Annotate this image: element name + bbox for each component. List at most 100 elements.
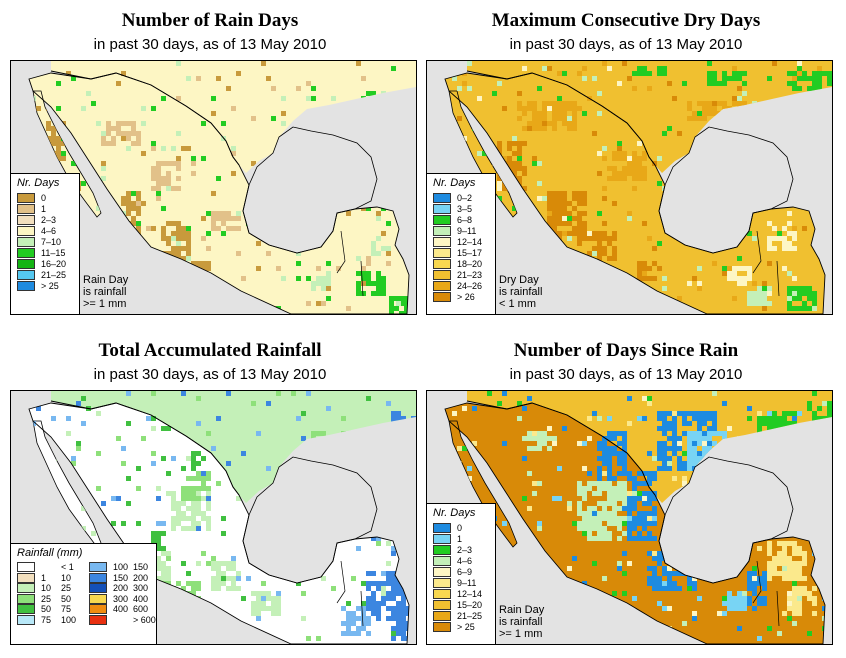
legend-item: 300 400 [83,593,155,605]
legend-swatch [17,192,35,203]
legend-label: > 25 [41,280,59,291]
legend-swatch [433,291,451,302]
legend-item: 21–25 [11,269,79,280]
panel-subtitle: in past 30 days, as of 13 May 2010 [93,36,327,53]
legend-item: 1 [11,203,79,214]
legend-swatch [433,225,451,236]
legend-swatch [433,599,451,610]
legend-label: 12–14 [457,588,483,599]
legend-range-low: 50 [41,604,52,615]
map-legend: Nr. Days 0 1 2–3 4–6 7–10 11–15 16–20 21–25 > 25 [11,173,80,314]
panel-title: Number of Days Since Rain [513,340,739,361]
legend-item: 1 10 [11,572,83,584]
legend-item: 24–26 [427,280,495,291]
legend-swatch [89,614,107,625]
legend-item: 10 25 [11,583,83,594]
legend-label: 7–10 [41,236,62,247]
map-legend: Rainfall (mm) < 1 1 10 10 25 25 50 50 75 75 100 10… [11,543,157,644]
legend-item: 4–6 [11,225,79,236]
legend-label: 0 [457,522,463,533]
legend-item: 150 200 [83,572,155,584]
country-borders [336,560,364,627]
legend-swatch [433,203,451,214]
legend-item: 100 150 [83,562,155,573]
legend-item: > 26 [427,291,495,302]
panel-subtitle: in past 30 days, as of 13 May 2010 [93,366,327,383]
legend-item: 0–2 [427,192,495,203]
country-borders [752,560,780,627]
legend-item: 200 300 [83,583,155,594]
baja-california [448,420,518,548]
panel-subtitle: in past 30 days, as of 13 May 2010 [509,36,743,53]
legend-label: 0–2 [457,192,473,203]
legend-range-low: 10 [41,583,52,594]
legend-label: 0 [41,192,47,203]
legend-label: 2–3 [457,544,473,555]
map-legend: Nr. Days 0 1 2–3 4–6 6–9 9–11 12–14 15–20 21–25 >… [427,503,496,644]
legend-range-low: 100 [113,562,129,573]
legend-swatch [17,203,35,214]
legend-item: 2–3 [11,214,79,225]
note-line: < 1 mm [499,298,536,310]
legend-label: 24–26 [457,280,483,291]
legend-item: 3–5 [427,203,495,214]
map-canvas [11,391,416,644]
panel-total-rainfall: Total Accumulated Rainfall in past 30 da… [0,330,420,654]
note-line: >= 1 mm [499,628,543,640]
legend-label: 1 [41,203,47,214]
legend-label: 6–9 [457,566,473,577]
legend-range-high: 400 [133,593,149,604]
legend-label: 1 [457,533,463,544]
legend-swatch [433,522,451,533]
legend-title: Rainfall (mm) [17,547,83,559]
legend-label: 3–5 [457,203,473,214]
map-days-since-rain: Nr. Days 0 1 2–3 4–6 6–9 9–11 12–14 15–20 21–25 >… [426,390,833,645]
legend-note: Rain Day is rainfall >= 1 mm [83,274,128,310]
legend-range-high: 25 [61,583,72,594]
legend-label: 4–6 [457,555,473,566]
legend-item: 400 600 [83,604,155,615]
legend-swatch [433,280,451,291]
legend-range-low: 75 [41,614,52,625]
legend-swatch [433,577,451,588]
legend-item: 12–14 [427,236,495,247]
legend-label: 21–23 [457,269,483,280]
legend-title: Nr. Days [433,177,476,189]
legend-label: 15–20 [457,599,483,610]
legend-swatch [17,583,35,594]
legend-range-high: 300 [133,583,149,594]
legend-swatch [433,192,451,203]
legend-range-high: > 600 [133,614,156,625]
legend-range-low: 150 [113,572,129,583]
legend-item: 18–20 [427,258,495,269]
usa-land [427,391,832,503]
legend-swatch [89,604,107,615]
legend-title: Nr. Days [433,507,476,519]
legend-swatch [89,562,107,573]
legend-swatch [17,572,35,583]
coastline [28,72,410,314]
panel-max-dry-days: Maximum Consecutive Dry Days in past 30 … [416,0,836,324]
legend-item: 16–20 [11,258,79,269]
legend-swatch [89,593,107,604]
legend-range-high: 100 [61,614,77,625]
legend-swatch [433,588,451,599]
panel-days-since-rain: Number of Days Since Rain in past 30 day… [416,330,836,654]
note-line: is rainfall [499,616,543,628]
legend-swatch [17,604,35,615]
note-line: is rainfall [83,286,127,298]
legend-swatch [433,555,451,566]
legend-label: 4–6 [41,225,57,236]
legend-item: 0 [11,192,79,203]
legend-item: 21–25 [427,610,495,621]
legend-item: 50 75 [11,604,83,615]
country-borders [336,230,364,297]
legend-label: 11–15 [41,247,66,258]
legend-range-low: 200 [113,583,129,594]
note-line: is rainfall [499,286,543,298]
legend-label: 9–11 [457,225,477,236]
legend-range-low: 400 [113,604,129,615]
legend-label: > 25 [457,621,475,632]
legend-item: 6–8 [427,214,495,225]
legend-item: 75 100 [11,614,83,626]
